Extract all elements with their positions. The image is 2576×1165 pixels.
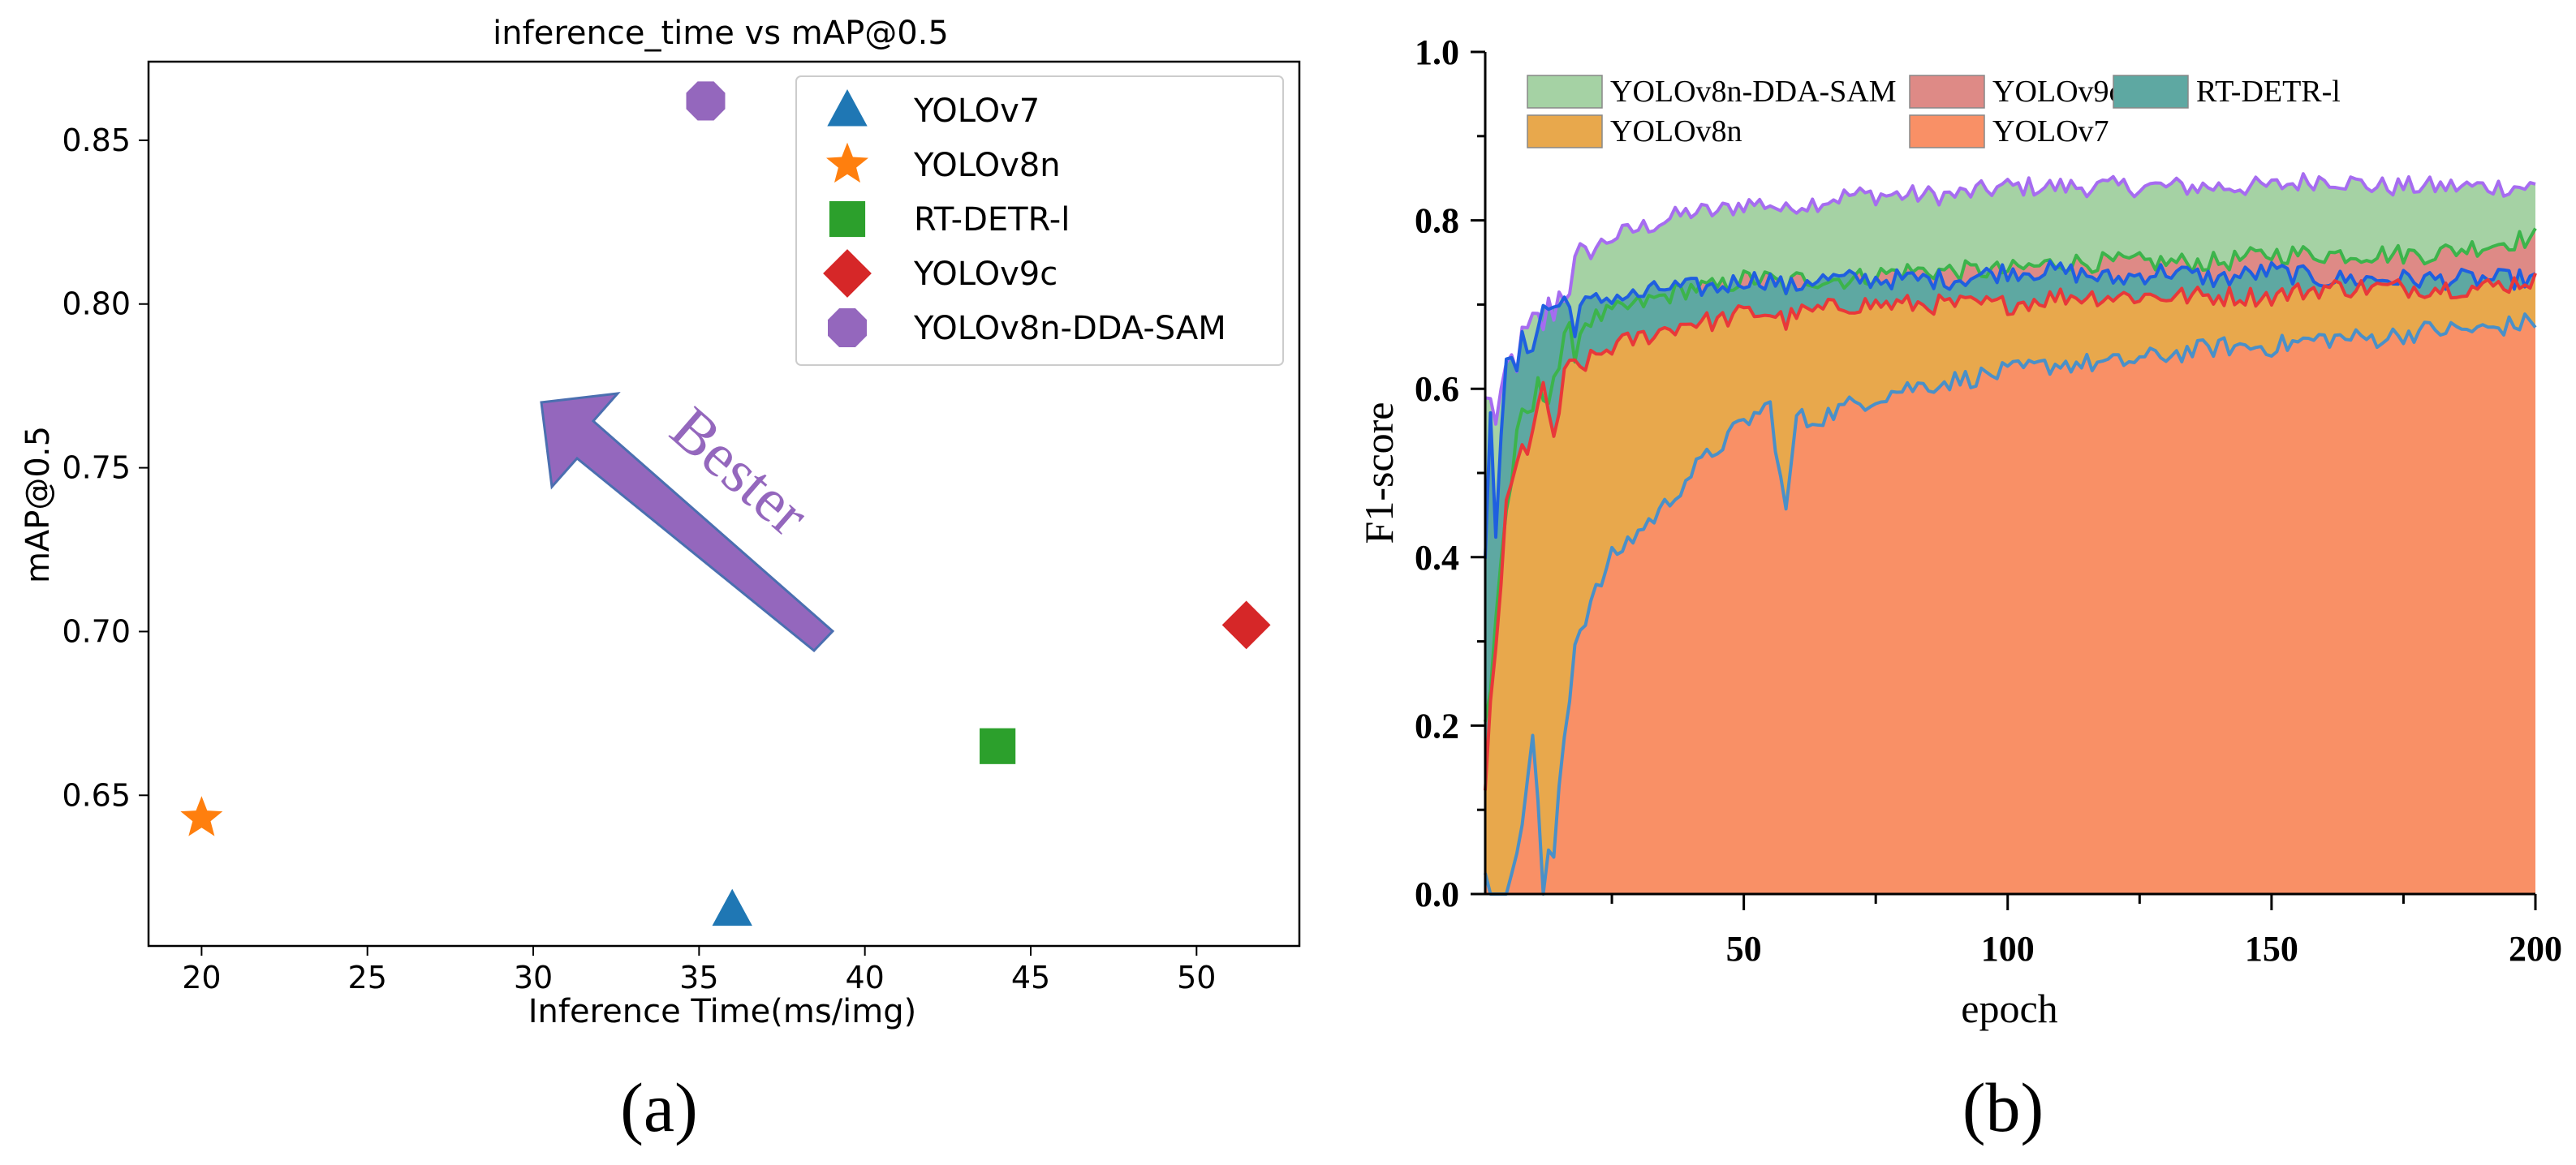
legend-label: YOLOv9c bbox=[913, 256, 1058, 293]
area-legend-label: YOLOv8n-DDA-SAM bbox=[1610, 75, 1897, 109]
scatter-title: inference_time vs mAP@0.5 bbox=[493, 15, 949, 52]
scatter-point-yolov9c bbox=[1221, 600, 1271, 650]
scatter-x-tick-label: 30 bbox=[514, 960, 553, 995]
area-legend-swatch-yolov8n bbox=[1527, 114, 1603, 148]
scatter-x-tick-label: 45 bbox=[1011, 960, 1050, 995]
scatter-x-tick-label: 25 bbox=[348, 960, 387, 995]
legend-marker-yolov9c bbox=[823, 249, 872, 298]
area-y-tick-label: 0.6 bbox=[1415, 369, 1459, 409]
arrow-icon bbox=[540, 392, 835, 653]
area-legend-swatch-rt-detr-l bbox=[2113, 75, 2189, 109]
area-legend-label: YOLOv9c bbox=[1992, 75, 2122, 109]
area-y-tick-label: 0.4 bbox=[1415, 538, 1459, 578]
area-legend-label: YOLOv8n bbox=[1610, 114, 1742, 148]
scatter-point-yolov8n bbox=[180, 796, 223, 836]
scatter-points bbox=[180, 81, 1271, 926]
area-y-axis-label: F1-score bbox=[1356, 402, 1402, 544]
scatter-x-axis-label: Inference Time(ms/img) bbox=[528, 993, 917, 1030]
area-y-tick-label: 0.0 bbox=[1415, 875, 1459, 914]
scatter-y-tick-label: 0.80 bbox=[62, 286, 131, 322]
scatter-x-tick-label: 40 bbox=[845, 960, 884, 995]
area-legend-swatch-yolov7 bbox=[1909, 114, 1985, 148]
area-x-tick-label: 50 bbox=[1726, 929, 1762, 969]
scatter-y-tick-label: 0.75 bbox=[62, 450, 131, 486]
scatter-y-axis-label: mAP@0.5 bbox=[19, 426, 57, 583]
scatter-x-ticks: 20 25 30 35 40 45 50 bbox=[182, 946, 1216, 995]
area-x-tick-label: 150 bbox=[2245, 929, 2298, 969]
area-fill-yolov7 bbox=[1485, 314, 2535, 895]
area-line-yolov8n bbox=[1484, 273, 2537, 791]
legend-marker-yolov8n bbox=[826, 142, 868, 183]
legend-marker-yolov7 bbox=[827, 89, 868, 127]
legend-label: RT-DETR-l bbox=[914, 201, 1070, 239]
area-y-tick-label: 1.0 bbox=[1415, 32, 1459, 72]
scatter-y-tick-label: 0.85 bbox=[62, 123, 131, 158]
scatter-y-tick-label: 0.65 bbox=[62, 777, 131, 813]
scatter-legend: YOLOv7 YOLOv8n RT-DETR-l YOLOv9c YOLOv8n-DDA… bbox=[795, 75, 1284, 366]
scatter-legend-box bbox=[795, 75, 1284, 366]
area-y-tick-label: 0.2 bbox=[1415, 706, 1459, 746]
area-line-yolov8n-dda-sam bbox=[1484, 172, 2536, 426]
legend-label: YOLOv8n bbox=[913, 147, 1061, 184]
panel-label-a: (a) bbox=[620, 1068, 697, 1146]
area-series-lines bbox=[1484, 172, 2537, 896]
scatter-x-tick-label: 50 bbox=[1177, 960, 1216, 995]
area-legend-label: YOLOv7 bbox=[1992, 114, 2109, 148]
area-x-ticks: 50 100 150 200 bbox=[1610, 894, 2562, 969]
area-x-tick-label: 200 bbox=[2509, 929, 2562, 969]
area-line-yolov7 bbox=[1484, 312, 2537, 896]
area-panel: 50 100 150 200 0.0 0.2 0.4 0.6 0.8 1.0 epoch F1-… bbox=[1356, 32, 2562, 1031]
scatter-point-yolov8n-dda-sam bbox=[686, 81, 726, 121]
area-x-axis-label: epoch bbox=[1961, 986, 2057, 1031]
legend-marker-rt-detr-l bbox=[829, 200, 866, 238]
area-y-ticks: 0.0 0.2 0.4 0.6 0.8 1.0 bbox=[1415, 32, 1485, 914]
area-legend-swatch-yolov9c bbox=[1909, 75, 1985, 109]
scatter-y-ticks: 0.65 0.70 0.75 0.80 0.85 bbox=[62, 123, 149, 813]
area-series bbox=[1485, 174, 2535, 895]
scatter-panel: inference_time vs mAP@0.5 20 25 30 35 40 45 50… bbox=[19, 15, 1301, 1030]
scatter-x-tick-label: 20 bbox=[182, 960, 221, 995]
scatter-y-tick-label: 0.70 bbox=[62, 613, 131, 649]
scatter-point-yolov7 bbox=[712, 888, 752, 926]
legend-label: YOLOv8n-DDA-SAM bbox=[913, 310, 1226, 347]
area-y-tick-label: 0.8 bbox=[1415, 201, 1459, 241]
area-line-yolov9c bbox=[1484, 227, 2537, 722]
area-x-tick-label: 100 bbox=[1981, 929, 2035, 969]
area-legend-swatch-yolov8n-dda-sam bbox=[1527, 75, 1603, 109]
legend-label: YOLOv7 bbox=[913, 92, 1040, 130]
area-legend: YOLOv8n-DDA-SAM YOLOv9c RT-DETR-l YOLOv8n YO… bbox=[1527, 75, 2341, 148]
scatter-point-rt-detr-l bbox=[980, 728, 1016, 764]
panel-label-b: (b) bbox=[1962, 1068, 2044, 1146]
scatter-x-tick-label: 35 bbox=[679, 960, 718, 995]
legend-marker-yolov8n-dda-sam bbox=[828, 308, 867, 347]
area-legend-label: RT-DETR-l bbox=[2196, 75, 2341, 109]
